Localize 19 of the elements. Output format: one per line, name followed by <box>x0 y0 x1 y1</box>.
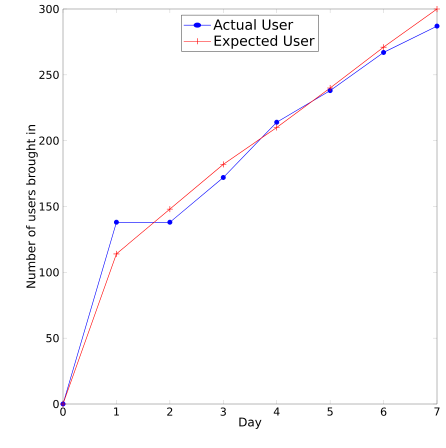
x-tick-label: 1 <box>114 408 119 416</box>
x-axis-title: Day <box>239 418 262 429</box>
y-tick-label: 250 <box>39 70 59 79</box>
y-tick-label: 300 <box>39 4 59 14</box>
y-tick-label: 200 <box>39 136 59 145</box>
x-tick-label: 0 <box>60 408 66 416</box>
x-tick-label: 6 <box>380 408 386 416</box>
y-tick-label: 50 <box>46 334 59 342</box>
x-tick-label: 3 <box>220 408 226 416</box>
y-tick-label: 0 <box>53 400 59 408</box>
x-tick-label: 2 <box>167 408 172 416</box>
legend-label: Expected User <box>214 35 315 49</box>
x-tick-label: 5 <box>328 408 333 416</box>
x-tick-label: 4 <box>274 408 280 416</box>
y-tick-label: 100 <box>40 268 59 276</box>
y-tick-label: 150 <box>40 202 59 211</box>
legend-label: Actual User <box>213 19 294 30</box>
y-axis-title: Number of users brought in <box>26 125 38 288</box>
x-tick-label: 7 <box>434 408 440 416</box>
